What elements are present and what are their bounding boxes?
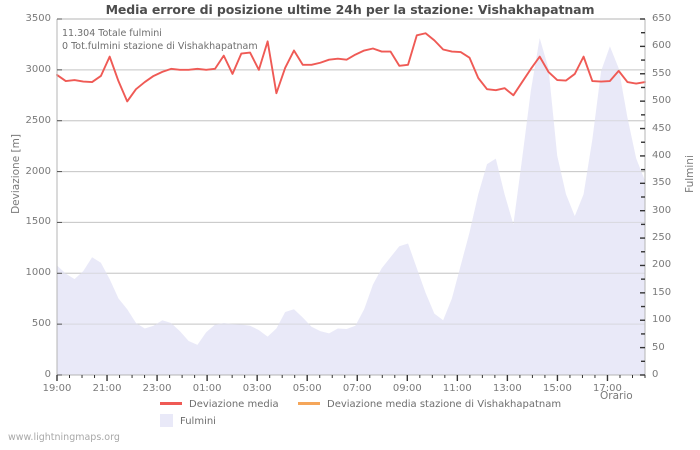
x-axis-tick-label: 01:00 [192,383,222,394]
y-axis-right-tick-label: 150 [652,286,672,298]
y-axis-right-tick-label: 50 [652,341,665,353]
y-axis-left-tick-label: 3500 [25,13,51,24]
y-axis-left-tick-label: 0 [44,369,51,380]
legend-item-deviazione-media-stazione[interactable]: Deviazione media stazione di Vishakhapat… [298,399,561,411]
legend-item-fulmini[interactable]: Fulmini [160,414,216,428]
legend-swatch-line [298,402,320,405]
y-axis-left-tick-label: 2000 [25,165,51,177]
legend-swatch-line [160,402,182,405]
x-axis-tick-label: 23:00 [142,383,172,394]
x-axis-tick-label: 07:00 [342,383,372,394]
y-axis-right-tick-label: 450 [652,122,672,134]
x-axis-tick-label: 21:00 [92,383,122,394]
x-axis-tick-label: 17:00 [593,383,622,394]
legend-label: Fulmini [180,416,216,427]
x-axis-tick-label: 19:00 [42,383,72,394]
x-axis-tick-label: 05:00 [292,383,322,394]
y-axis-left-tick-label: 1000 [25,267,51,279]
y-axis-right-tick-label: 200 [652,259,672,271]
y-axis-right-tick-label: 600 [652,40,672,52]
x-axis-tick-label: 03:00 [242,383,272,394]
legend-item-deviazione-media[interactable]: Deviazione media [160,399,279,411]
legend-label: Deviazione media [189,399,279,410]
y-axis-right-tick-label: 300 [652,204,672,216]
x-axis-tick-label: 11:00 [442,383,472,394]
y-axis-right-tick-label: 550 [652,67,672,79]
y-axis-left-tick-label: 500 [31,318,51,330]
chart-title: Media errore di posizione ultime 24h per… [105,2,595,17]
y-axis-right-tick-label: 500 [652,95,672,107]
y-axis-right-tick-label: 250 [652,232,672,244]
y-axis-right-tick-label: 650 [652,13,672,24]
legend-swatch-box [160,414,173,427]
x-axis-tick-label: 13:00 [492,383,522,394]
y-axis-left-tick-label: 1500 [25,216,51,228]
annotation-total-lightning: 11.304 Totale fulmini [62,28,162,39]
legend-label: Deviazione media stazione di Vishakhapat… [327,399,562,410]
x-axis-tick-label: 15:00 [543,383,572,394]
y-axis-right-tick-label: 400 [652,149,672,161]
x-axis-title: Orario [600,390,633,402]
y-axis-right-tick-label: 0 [652,369,659,380]
y-axis-right-tick-label: 350 [652,177,672,189]
annotation-station-lightning: 0 Tot.fulmini stazione di Vishakhapatnam [62,41,258,52]
y-axis-left-tick-label: 2500 [25,114,51,126]
x-axis-tick-label: 09:00 [392,383,422,394]
footer-url: www.lightningmaps.org [8,432,120,443]
y-axis-left-tick-label: 3000 [25,63,51,75]
y-axis-right-tick-label: 100 [652,314,672,326]
